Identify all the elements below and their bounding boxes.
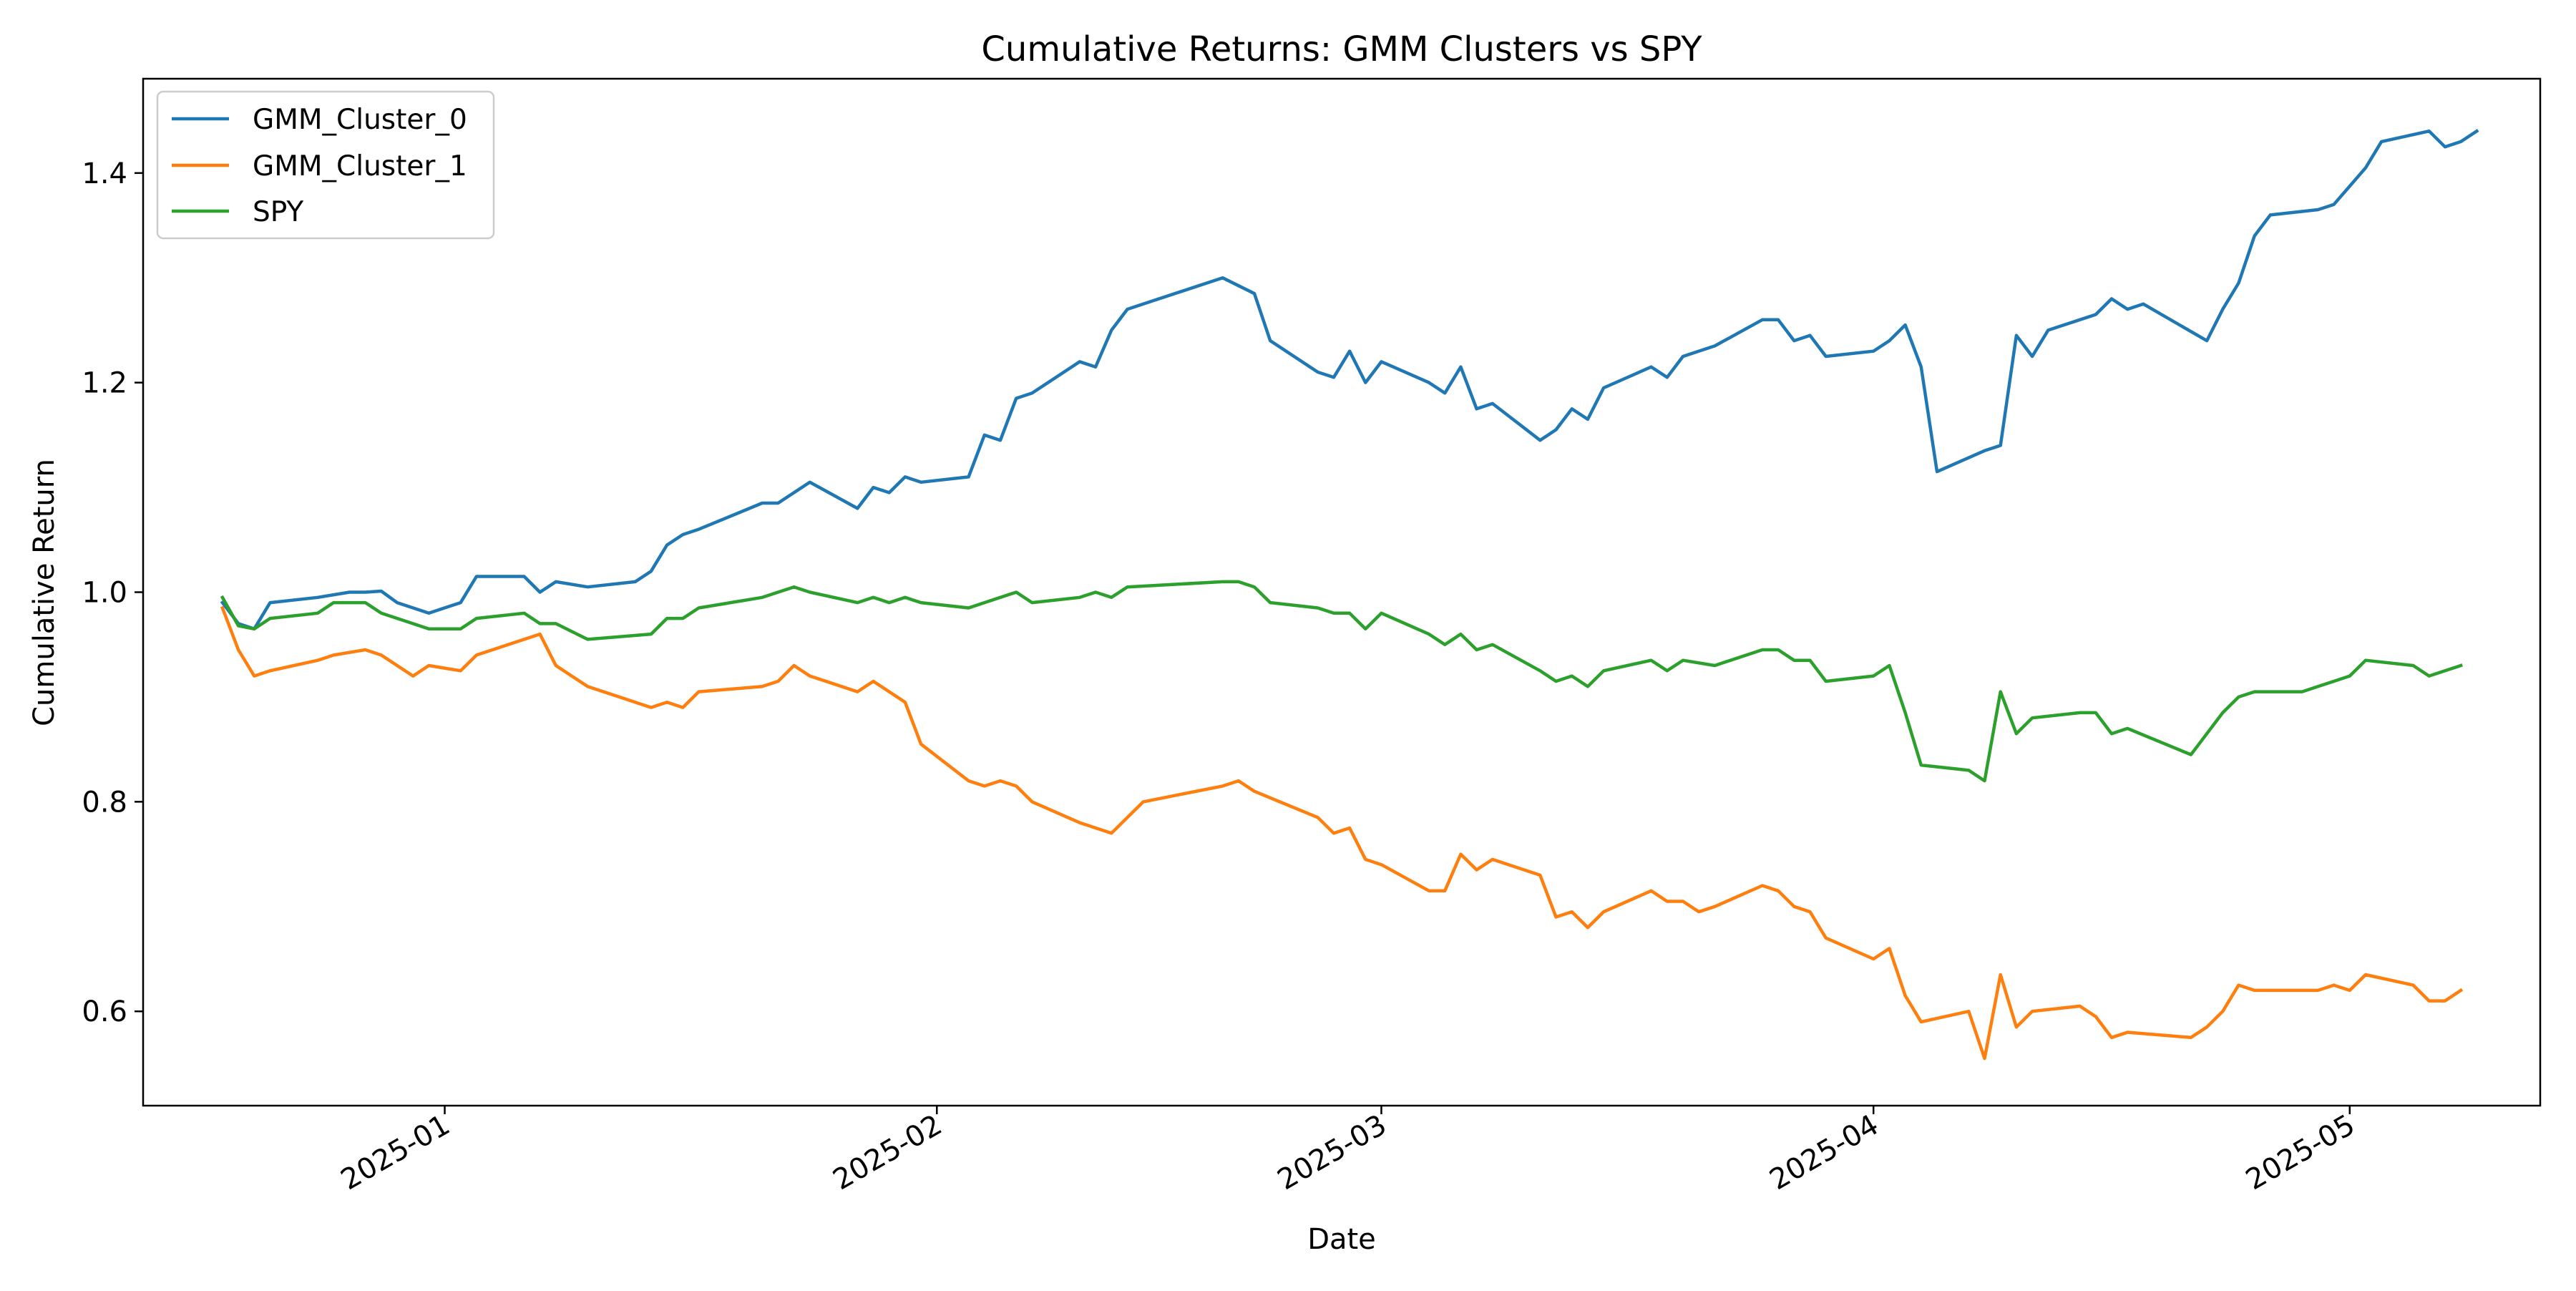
y-tick-label: 0.6 (82, 995, 127, 1028)
legend: GMM_Cluster_0 GMM_Cluster_1 SPY (156, 90, 495, 240)
x-axis-label: Date (1307, 1223, 1376, 1256)
legend-label-spy: SPY (253, 196, 303, 228)
y-axis-ticks: 0.6 0.8 1.0 1.2 1.4 (82, 157, 143, 1028)
chart-title: Cumulative Returns: GMM Clusters vs SPY (981, 29, 1702, 69)
legend-box (156, 90, 495, 240)
y-tick-label: 1.0 (82, 577, 127, 610)
plot-area-frame (142, 77, 2542, 1107)
legend-label-gmm-cluster-0: GMM_Cluster_0 (253, 104, 467, 136)
y-axis-label: Cumulative Return (28, 459, 61, 726)
legend-label-gmm-cluster-1: GMM_Cluster_1 (253, 150, 467, 182)
y-tick-label: 1.2 (82, 367, 127, 400)
series-lines (220, 129, 2479, 1061)
series-line-gmm-cluster-1 (220, 605, 2464, 1061)
series-line-gmm-cluster-0 (220, 129, 2479, 631)
series-line-spy (220, 580, 2463, 783)
y-tick-label: 0.8 (82, 786, 127, 819)
y-tick-label: 1.4 (82, 157, 127, 190)
